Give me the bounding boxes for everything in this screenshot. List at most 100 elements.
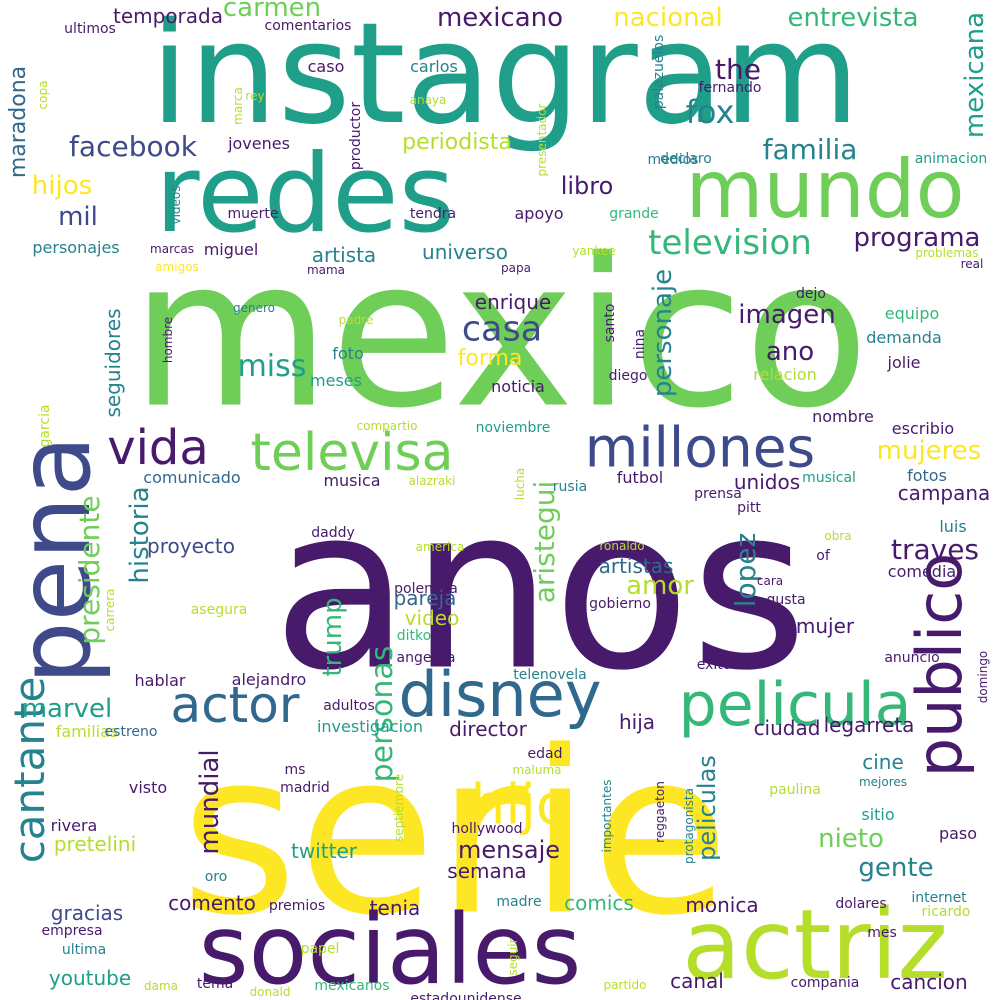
word-nacional: nacional xyxy=(613,3,723,33)
word-mejores: mejores xyxy=(858,775,908,789)
word-mensaje: mensaje xyxy=(458,836,560,864)
word-imagen: imagen xyxy=(738,300,836,330)
word-mexicano: mexicano xyxy=(436,3,564,33)
word-hombre: hombre xyxy=(161,316,175,364)
word-marca: marca xyxy=(231,87,245,125)
word-traves: traves xyxy=(890,533,980,566)
word-garcia: garcia xyxy=(37,404,53,448)
word-actor: actor xyxy=(170,676,300,734)
word-facebook: facebook xyxy=(69,130,197,163)
word-hijos: hijos xyxy=(31,171,93,201)
word-oro: oro xyxy=(204,869,228,885)
word-noticia: noticia xyxy=(491,377,545,396)
word-diego: diego xyxy=(608,368,648,384)
word-madrid: madrid xyxy=(280,780,330,796)
word-papa: papa xyxy=(501,261,531,275)
word-carlos: carlos xyxy=(410,57,458,76)
word-exito: exito xyxy=(696,657,732,673)
word-gobierno: gobierno xyxy=(589,596,651,612)
word-musica: musica xyxy=(323,471,381,490)
word-amigos: amigos xyxy=(155,260,199,274)
word-grande: grande xyxy=(609,206,659,222)
word-mil: mil xyxy=(58,202,98,232)
word-libro: libro xyxy=(560,172,614,200)
word-equipo: equipo xyxy=(884,304,940,323)
word-televisa: televisa xyxy=(250,423,454,483)
word-luis: luis xyxy=(939,517,967,536)
word-ms: ms xyxy=(284,762,306,778)
word-ultima: ultima xyxy=(61,942,107,958)
word-temporada: temporada xyxy=(113,4,223,28)
word-edad: edad xyxy=(527,746,563,762)
word-carrera: carrera xyxy=(103,588,117,632)
word-tema: tema xyxy=(196,976,234,992)
word-donald: donald xyxy=(249,985,291,999)
word-septiembre: septiembre xyxy=(392,773,406,843)
word-daddy: daddy xyxy=(311,525,355,541)
word-tendra: tendra xyxy=(409,206,457,222)
word-sociales: sociales xyxy=(198,894,582,1000)
word-compania: compania xyxy=(790,975,860,991)
word-mundial: mundial xyxy=(195,749,225,855)
word-comics: comics xyxy=(564,891,634,915)
word-marvel: marvel xyxy=(21,694,113,724)
word-futbol: futbol xyxy=(616,468,664,487)
word-fox: fox xyxy=(685,93,735,131)
word-nombre: nombre xyxy=(812,407,874,426)
word-personaje: personaje xyxy=(648,268,678,398)
word-protagonista: protagonista xyxy=(682,788,696,864)
word-tenia: tenia xyxy=(369,896,421,920)
word-youtube: youtube xyxy=(48,966,132,990)
word-premios: premios xyxy=(268,898,326,914)
word-periodista: periodista xyxy=(402,130,512,155)
word-twitter: twitter xyxy=(291,839,357,863)
word-hijo: hijo xyxy=(470,772,570,837)
word-anaya: anaya xyxy=(409,93,447,107)
word-comento: comento xyxy=(168,891,256,915)
word-mexicanos: mexicanos xyxy=(314,978,390,994)
word-domingo: domingo xyxy=(976,650,990,704)
word-mujeres: mujeres xyxy=(876,436,982,466)
word-actriz: actriz xyxy=(682,889,948,1000)
word-carmen: carmen xyxy=(222,0,322,23)
word-maluma: maluma xyxy=(512,763,562,777)
word-rivera: rivera xyxy=(50,816,98,835)
word-lucha: lucha xyxy=(513,467,527,501)
word-problemas: problemas xyxy=(915,246,979,260)
word-papel: papel xyxy=(300,941,340,957)
word-videos: videos xyxy=(169,185,183,225)
word-of: of xyxy=(816,548,830,564)
word-cara: cara xyxy=(756,574,784,588)
word-legarreta: legarreta xyxy=(823,713,915,737)
word-caso: caso xyxy=(307,57,345,76)
word-padre: padre xyxy=(338,313,374,327)
word-peliculas: peliculas xyxy=(693,755,721,861)
word-maradona: maradona xyxy=(6,65,31,179)
word-semana: semana xyxy=(447,859,527,883)
word-dolares: dolares xyxy=(835,896,887,912)
word-presentador: presentador xyxy=(535,103,549,177)
word-alazraki: alazraki xyxy=(408,474,456,488)
word-mundo: mundo xyxy=(685,143,965,236)
word-anuncio: anuncio xyxy=(884,650,940,666)
word-real: real xyxy=(960,257,984,271)
word-director: director xyxy=(449,717,527,741)
word-productor: productor xyxy=(348,101,364,171)
word-disney: disney xyxy=(398,658,602,731)
word-importantes: importantes xyxy=(600,779,614,853)
word-ultimos: ultimos xyxy=(64,21,116,37)
word-entrevista: entrevista xyxy=(787,3,919,33)
word-mexicana: mexicana xyxy=(960,11,990,139)
word-cine: cine xyxy=(862,750,904,774)
word-comunicado: comunicado xyxy=(143,468,241,487)
word-seguidores: seguidores xyxy=(101,308,125,418)
word-lopez: lopez xyxy=(729,532,762,608)
word-pelicula: pelicula xyxy=(678,670,912,740)
word-trump: trump xyxy=(318,597,348,677)
word-alejandro: alejandro xyxy=(231,670,307,689)
word-seguir: seguir xyxy=(506,938,520,976)
word-pitt: pitt xyxy=(737,500,761,516)
word-palazuelos: palazuelos xyxy=(651,34,667,110)
word-obra: obra xyxy=(824,529,852,543)
word-fernando: fernando xyxy=(698,80,762,96)
